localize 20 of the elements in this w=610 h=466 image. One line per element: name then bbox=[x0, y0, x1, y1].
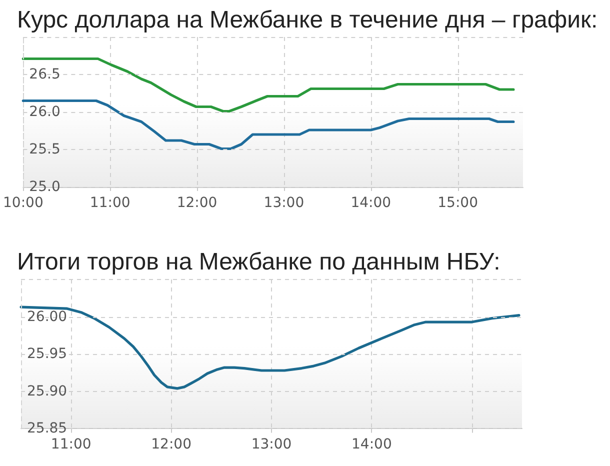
y-tick-label: 26.5 bbox=[29, 66, 60, 82]
x-tick-label: 10:00 bbox=[2, 195, 44, 211]
x-tick-label: 12:00 bbox=[176, 195, 218, 211]
x-tick-label: 14:00 bbox=[350, 195, 392, 211]
chart-title: Итоги торгов на Межбанке по данным НБУ: bbox=[17, 248, 500, 276]
y-tick-label: 25.5 bbox=[29, 142, 60, 158]
x-tick-label: 13:00 bbox=[251, 436, 292, 453]
y-tick-label: 26.0 bbox=[29, 104, 60, 120]
x-tick-label: 13:00 bbox=[264, 195, 304, 211]
x-tick-label: 11:00 bbox=[90, 195, 130, 211]
y-tick-label: 25.85 bbox=[27, 420, 68, 437]
chart-title: Курс доллара на Межбанке в течение дня – график: bbox=[17, 6, 598, 34]
x-tick-label: 11:00 bbox=[50, 436, 92, 453]
x-tick-label: 12:00 bbox=[151, 436, 192, 453]
y-tick-label: 25.90 bbox=[27, 383, 68, 400]
y-tick-label: 25.0 bbox=[29, 179, 60, 195]
x-tick-label: 14:00 bbox=[352, 436, 392, 453]
x-tick-label: 15:00 bbox=[438, 195, 478, 211]
y-tick-label: 25.95 bbox=[27, 346, 68, 362]
y-tick-label: 26.00 bbox=[27, 308, 68, 325]
